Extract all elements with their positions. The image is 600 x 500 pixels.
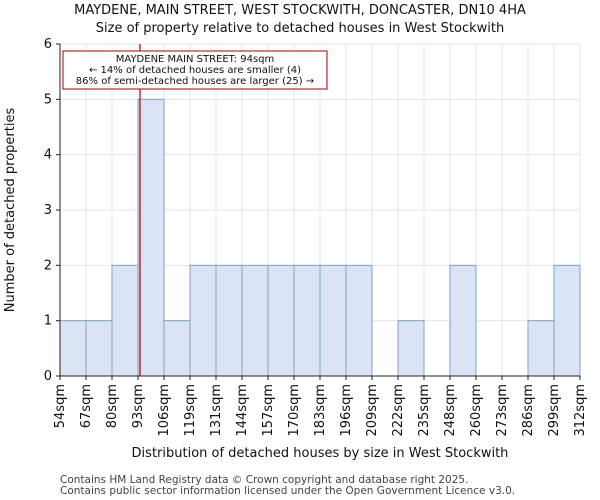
y-tick-label: 1 (44, 314, 52, 329)
x-tick-label: 235sqm (417, 384, 432, 437)
histogram-bar (85, 320, 113, 377)
x-tick-label: 286sqm (521, 384, 536, 437)
x-axis-label: Distribution of detached houses by size … (132, 446, 509, 461)
x-tick-label: 196sqm (339, 384, 354, 437)
x-tick-label: 157sqm (261, 384, 276, 437)
histogram-bar (163, 320, 191, 377)
y-tick-label: 3 (44, 203, 52, 218)
histogram-bar (137, 98, 165, 377)
x-tick-label: 248sqm (443, 384, 458, 437)
histogram-bar (293, 264, 321, 377)
chart-title: MAYDENE, MAIN STREET, WEST STOCKWITH, DO… (74, 3, 526, 18)
footer-line1: Contains HM Land Registry data © Crown c… (60, 474, 468, 486)
x-tick-label: 312sqm (573, 384, 588, 437)
annotation-line1: MAYDENE MAIN STREET: 94sqm (116, 54, 275, 65)
y-tick-label: 5 (44, 92, 52, 107)
x-tick-label: 67sqm (79, 384, 94, 428)
y-tick-label: 4 (44, 148, 52, 163)
x-tick-label: 273sqm (495, 384, 510, 437)
y-tick-label: 0 (44, 369, 52, 384)
y-axis-label: Number of detached properties (3, 108, 18, 313)
histogram-bar (215, 264, 243, 377)
annotation-line3: 86% of semi-detached houses are larger (… (76, 76, 314, 87)
x-tick-label: 106sqm (157, 384, 172, 437)
x-tick-label: 260sqm (469, 384, 484, 437)
x-tick-label: 144sqm (235, 384, 250, 437)
y-ticks: 0 1 2 3 4 5 6 (44, 37, 60, 384)
histogram-bar (449, 264, 477, 377)
histogram-bar (59, 320, 87, 377)
chart-subtitle: Size of property relative to detached ho… (96, 21, 504, 36)
histogram-bar (527, 320, 555, 377)
annotation-line2: ← 14% of detached houses are smaller (4) (89, 65, 301, 76)
bars-layer (59, 98, 581, 377)
histogram-bar (111, 264, 139, 377)
histogram-bar (267, 264, 295, 377)
x-tick-label: 299sqm (547, 384, 562, 437)
y-tick-label: 6 (44, 37, 52, 52)
y-tick-label: 2 (44, 258, 52, 273)
annotation-box: MAYDENE MAIN STREET: 94sqm ← 14% of deta… (62, 50, 328, 90)
x-tick-label: 222sqm (391, 384, 406, 437)
x-tick-label: 170sqm (287, 384, 302, 437)
x-tick-label: 80sqm (105, 384, 120, 428)
histogram-bar (397, 320, 425, 377)
x-ticks: 54sqm 67sqm 80sqm 93sqm 106sqm 119sqm 131sqm 14… (53, 376, 588, 437)
histogram-bar (319, 264, 347, 377)
histogram-bar (189, 264, 217, 377)
x-tick-label: 131sqm (209, 384, 224, 437)
annotation-frame (62, 50, 328, 90)
x-tick-label: 209sqm (365, 384, 380, 437)
x-tick-label: 54sqm (53, 384, 68, 428)
footer-line2: Contains public sector information licen… (60, 485, 515, 497)
x-tick-label: 119sqm (183, 384, 198, 437)
histogram-bar (241, 264, 269, 377)
x-tick-label: 183sqm (313, 384, 328, 437)
histogram-bar (345, 264, 373, 377)
histogram-bar (553, 264, 581, 377)
x-tick-label: 93sqm (131, 384, 146, 428)
